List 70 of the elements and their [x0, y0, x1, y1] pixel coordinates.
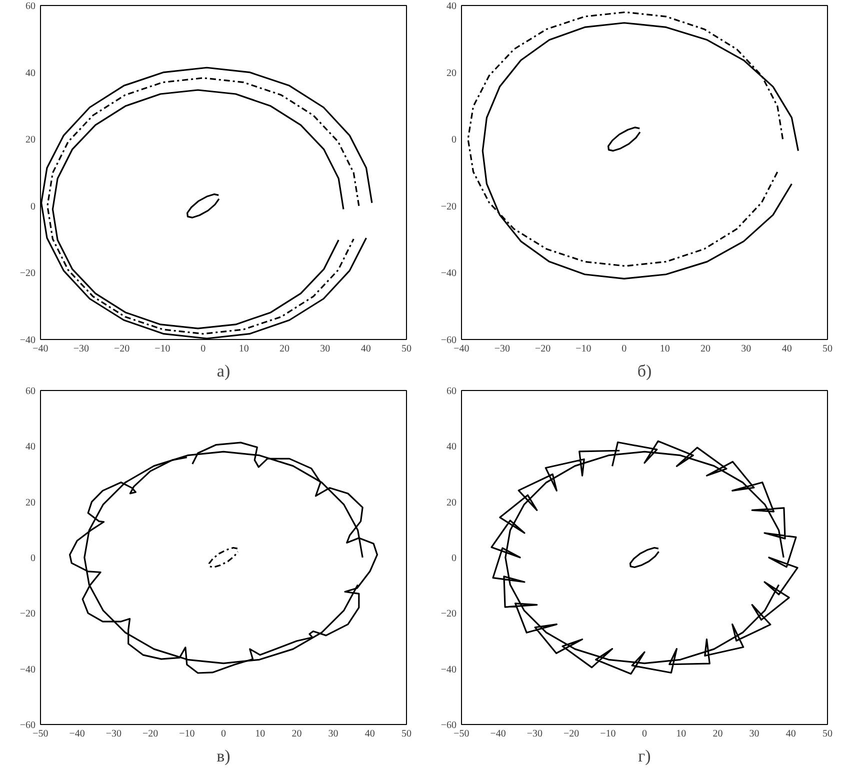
x-tick-label: 40: [786, 728, 796, 740]
x-tick-label: −40: [490, 728, 506, 740]
y-tick-label: 20: [446, 497, 456, 508]
x-tick-label: 30: [749, 728, 760, 740]
x-tick-label: 0: [642, 728, 647, 740]
x-tick-label: −10: [179, 728, 195, 740]
x-tick-label: −10: [576, 344, 592, 354]
y-tick-label: 60: [446, 386, 456, 397]
x-tick-label: 10: [660, 344, 670, 354]
y-tick-label: 0: [452, 553, 456, 564]
x-tick-label: −30: [106, 728, 122, 740]
y-tick-label: −60: [440, 335, 456, 346]
y-tick-label: −40: [20, 664, 36, 676]
y-tick-label: −20: [440, 201, 456, 212]
x-tick-label: 10: [255, 728, 266, 740]
y-tick-label: 40: [446, 1, 456, 12]
y-tick-label: −60: [20, 720, 36, 731]
text: б): [637, 362, 652, 380]
y-tick-label: 0: [30, 553, 36, 564]
x-tick-label: 50: [402, 344, 412, 354]
x-tick-label: 10: [676, 728, 686, 740]
x-tick-label: −20: [142, 728, 158, 740]
x-tick-label: −30: [526, 728, 543, 740]
y-tick-label: −20: [20, 268, 36, 280]
y-tick-label: −20: [20, 608, 36, 620]
x-tick-label: 50: [822, 728, 832, 740]
x-tick-label: 40: [364, 728, 375, 740]
y-tick-label: −40: [440, 664, 456, 676]
x-tick-label: −10: [154, 344, 170, 354]
x-tick-label: 0: [200, 344, 206, 354]
x-tick-label: 0: [221, 728, 226, 740]
x-tick-label: 10: [238, 344, 249, 354]
text: в): [216, 746, 230, 766]
x-tick-label: 20: [700, 344, 710, 354]
x-tick-label: −40: [69, 728, 85, 740]
x-tick-label: 50: [822, 344, 832, 354]
x-tick-label: −20: [535, 344, 551, 354]
y-tick-label: −40: [20, 335, 36, 346]
y-tick-label: 40: [26, 442, 36, 453]
y-tick-label: 40: [26, 68, 36, 79]
y-tick-label: 20: [446, 68, 456, 79]
x-tick-label: 20: [292, 728, 302, 740]
x-tick-label: −10: [600, 728, 616, 740]
y-tick-label: 0: [30, 201, 36, 212]
y-tick-label: 0: [452, 134, 456, 146]
text: а): [216, 362, 230, 380]
x-tick-label: 20: [712, 728, 723, 740]
x-tick-label: 30: [320, 344, 330, 354]
x-tick-label: 30: [328, 728, 338, 740]
x-tick-label: 0: [622, 344, 627, 354]
y-tick-label: −20: [440, 608, 456, 620]
x-tick-label: −50: [32, 728, 48, 740]
y-tick-label: 60: [26, 1, 36, 12]
y-tick-label: 20: [26, 497, 36, 508]
y-tick-label: 60: [26, 386, 36, 397]
x-tick-label: −30: [73, 344, 89, 354]
y-tick-label: 40: [446, 442, 456, 453]
x-tick-label: 30: [741, 344, 752, 354]
y-tick-label: 20: [26, 134, 36, 146]
y-tick-label: −40: [440, 268, 456, 280]
x-tick-label: −50: [454, 728, 470, 740]
x-tick-label: 50: [402, 728, 412, 740]
y-tick-label: −60: [440, 720, 456, 731]
text: г): [638, 746, 651, 766]
x-tick-label: 20: [280, 344, 290, 354]
x-tick-label: 40: [360, 344, 371, 354]
x-tick-label: −30: [494, 344, 510, 354]
x-tick-label: −20: [114, 344, 130, 354]
x-tick-label: 40: [782, 344, 792, 354]
x-tick-label: −20: [563, 728, 580, 740]
